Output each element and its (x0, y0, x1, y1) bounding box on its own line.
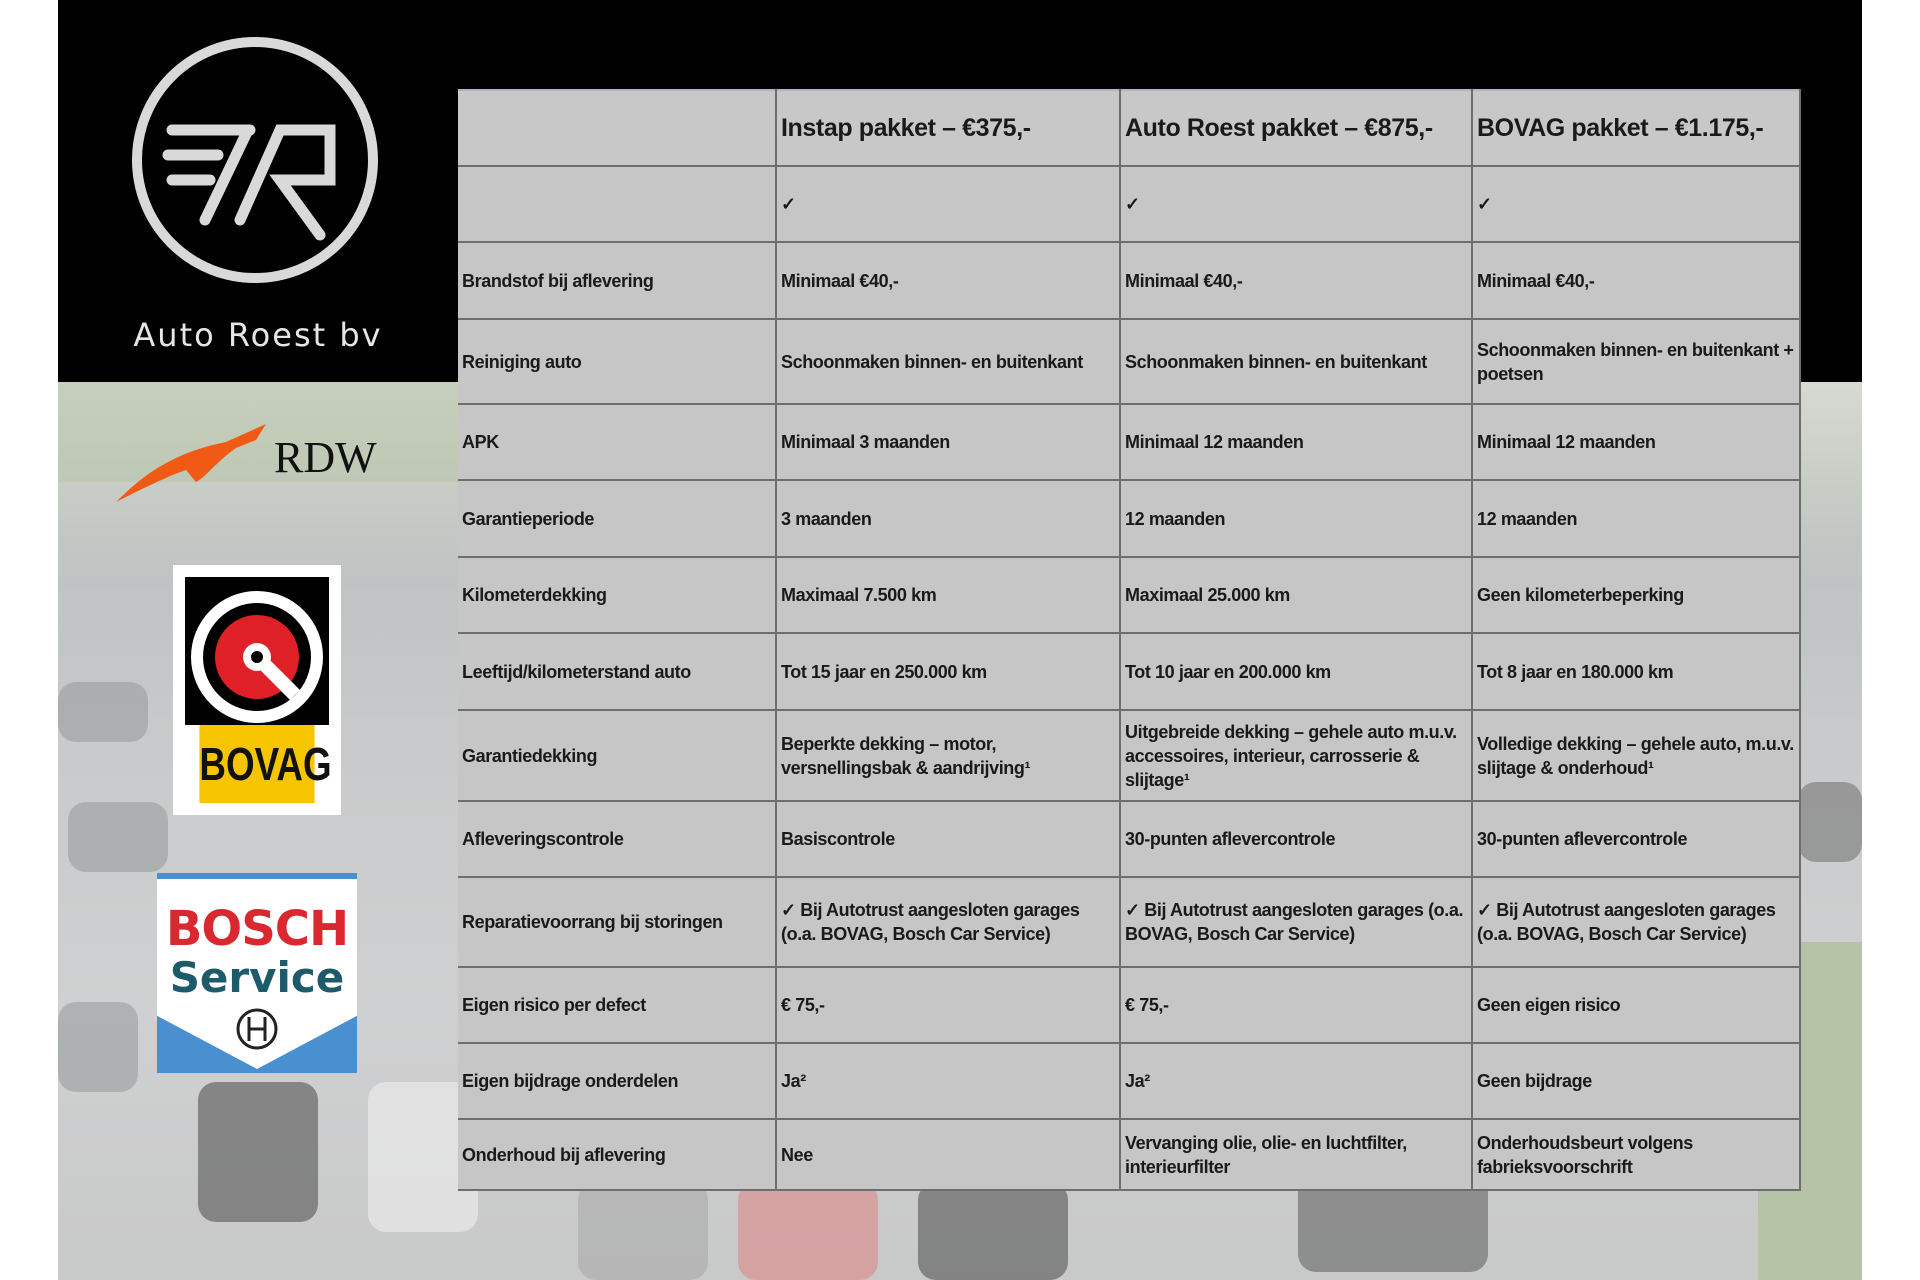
row-label: Leeftijd/kilometerstand auto (458, 632, 777, 711)
table-cell: Schoonmaken binnen- en buitenkant (775, 318, 1121, 405)
table-row: Eigen risico per defect € 75,- € 75,- Geen … (458, 966, 1801, 1044)
row-label: Garantiedekking (458, 709, 777, 802)
table-cell: Geen kilometerbeperking (1471, 556, 1801, 634)
table-cell: ✓ Bij Autotrust aangesloten garages (o.a… (1119, 876, 1473, 968)
package-header: Auto Roest pakket – €875,- (1119, 89, 1473, 167)
package-comparison-table: Instap pakket – €375,- Auto Roest pakket … (458, 89, 1801, 1191)
table-cell: Onderhoudsbeurt volgens fabrieksvoorschr… (1471, 1118, 1801, 1191)
table-cell: 12 maanden (1119, 479, 1473, 558)
table-row: Kilometerdekking Maximaal 7.500 km Maximaa… (458, 556, 1801, 634)
row-label: Onderhoud bij aflevering (458, 1118, 777, 1191)
table-row: Reparatievoorrang bij storingen ✓ Bij Aut… (458, 876, 1801, 968)
table-cell: ✓ (1119, 165, 1473, 243)
table-cell: Geen bijdrage (1471, 1042, 1801, 1120)
table-cell: Minimaal €40,- (775, 241, 1121, 320)
table-cell: Tot 8 jaar en 180.000 km (1471, 632, 1801, 711)
table-row: Garantieperiode 3 maanden 12 maanden 12 maa… (458, 479, 1801, 558)
table-cell: Minimaal 12 maanden (1471, 403, 1801, 481)
table-cell: Nee (775, 1118, 1121, 1191)
table-cell: 12 maanden (1471, 479, 1801, 558)
table-cell: Minimaal 12 maanden (1119, 403, 1473, 481)
row-label: Garantieperiode (458, 479, 777, 558)
row-label: Kilometerdekking (458, 556, 777, 634)
bovag-wheel-icon (191, 591, 323, 723)
bosch-logo-text: BOSCH (165, 901, 349, 957)
table-row: Onderhoud bij aflevering Nee Vervanging ol… (458, 1118, 1801, 1191)
bosch-armature-icon (236, 1008, 278, 1050)
table-row: Garantiedekking Beperkte dekking – motor,… (458, 709, 1801, 802)
table-row: ✓ ✓ ✓ (458, 165, 1801, 243)
brand-name: Auto Roest bv (133, 316, 383, 354)
table-cell: ✓ (1471, 165, 1801, 243)
table-cell: Vervanging olie, olie- en luchtfilter, i… (1119, 1118, 1473, 1191)
rdw-logo-text: RDW (274, 433, 377, 482)
rdw-wing-icon (116, 424, 266, 502)
header-empty-cell (458, 89, 777, 167)
table-cell: € 75,- (775, 966, 1121, 1044)
table-cell: Schoonmaken binnen- en buitenkant (1119, 318, 1473, 405)
table-cell: Ja² (1119, 1042, 1473, 1120)
table-cell: 3 maanden (775, 479, 1121, 558)
table-cell: Geen eigen risico (1471, 966, 1801, 1044)
auto-roest-logo-icon (132, 37, 378, 283)
table-cell: ✓ Bij Autotrust aangesloten garages (o.a… (1471, 876, 1801, 968)
table-cell: Maximaal 7.500 km (775, 556, 1121, 634)
package-header: BOVAG pakket – €1.175,- (1471, 89, 1801, 167)
table-cell: Uitgebreide dekking – gehele auto m.u.v.… (1119, 709, 1473, 802)
row-label (458, 165, 777, 243)
row-label: Brandstof bij aflevering (458, 241, 777, 320)
table-cell: Minimaal €40,- (1119, 241, 1473, 320)
table-row: Leeftijd/kilometerstand auto Tot 15 jaar … (458, 632, 1801, 711)
table-cell: Volledige dekking – gehele auto, m.u.v. … (1471, 709, 1801, 802)
table-row: Afleveringscontrole Basiscontrole 30-punte… (458, 800, 1801, 878)
table-cell: 30-punten aflevercontrole (1119, 800, 1473, 878)
table-cell: ✓ (775, 165, 1121, 243)
table-cell: Tot 15 jaar en 250.000 km (775, 632, 1121, 711)
row-label: Eigen bijdrage onderdelen (458, 1042, 777, 1120)
row-label: Reiniging auto (458, 318, 777, 405)
rdw-logo: RDW (116, 422, 396, 504)
package-header: Instap pakket – €375,- (775, 89, 1121, 167)
bosch-service-text: Service (169, 953, 345, 1002)
table-cell: Minimaal 3 maanden (775, 403, 1121, 481)
bovag-logo: BOVAG (173, 565, 341, 815)
table-cell: ✓ Bij Autotrust aangesloten garages (o.a… (775, 876, 1121, 968)
table-cell: € 75,- (1119, 966, 1473, 1044)
table-row: APK Minimaal 3 maanden Minimaal 12 maanden… (458, 403, 1801, 481)
table-cell: Basiscontrole (775, 800, 1121, 878)
table-cell: Minimaal €40,- (1471, 241, 1801, 320)
row-label: APK (458, 403, 777, 481)
table-cell: 30-punten aflevercontrole (1471, 800, 1801, 878)
table-row: Brandstof bij aflevering Minimaal €40,- Mi… (458, 241, 1801, 320)
table-row: Eigen bijdrage onderdelen Ja² Ja² Geen bijd… (458, 1042, 1801, 1120)
table-cell: Beperkte dekking – motor, versnellingsba… (775, 709, 1121, 802)
row-label: Reparatievoorrang bij storingen (458, 876, 777, 968)
table-cell: Ja² (775, 1042, 1121, 1120)
row-label: Afleveringscontrole (458, 800, 777, 878)
table-cell: Tot 10 jaar en 200.000 km (1119, 632, 1473, 711)
bosch-service-logo: BOSCH Service (157, 873, 357, 1073)
row-label: Eigen risico per defect (458, 966, 777, 1044)
table-header-row: Instap pakket – €375,- Auto Roest pakket … (458, 89, 1801, 167)
table-row: Reiniging auto Schoonmaken binnen- en bui… (458, 318, 1801, 405)
bovag-logo-text: BOVAG (199, 725, 332, 803)
table-cell: Schoonmaken binnen- en buitenkant + poet… (1471, 318, 1801, 405)
table-cell: Maximaal 25.000 km (1119, 556, 1473, 634)
